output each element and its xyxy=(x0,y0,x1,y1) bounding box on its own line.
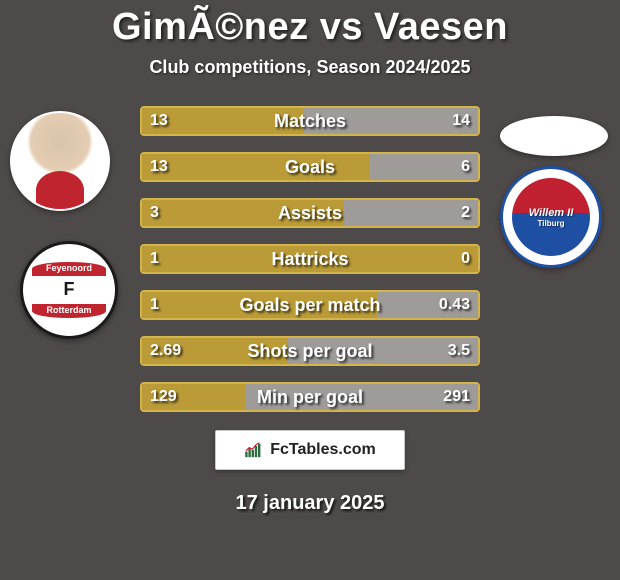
club-left-badge: Feyenoord F Rotterdam xyxy=(20,241,118,339)
stat-value-right: 0 xyxy=(461,244,470,274)
club-left-bot: Rotterdam xyxy=(32,304,106,318)
brand-box[interactable]: FcTables.com xyxy=(215,430,405,470)
stat-value-left: 13 xyxy=(150,152,168,182)
stat-value-right: 0.43 xyxy=(439,290,470,320)
brand-text: FcTables.com xyxy=(270,441,376,459)
stat-value-right: 6 xyxy=(461,152,470,182)
content-area: Feyenoord F Rotterdam Willem II Tilburg … xyxy=(0,106,620,412)
club-left-top: Feyenoord xyxy=(32,262,106,276)
stat-value-left: 13 xyxy=(150,106,168,136)
date-text: 17 january 2025 xyxy=(0,492,620,515)
stat-bar-left xyxy=(142,200,344,226)
stat-row: Hattricks10 xyxy=(140,244,480,274)
chart-icon xyxy=(244,442,264,458)
club-left-f: F xyxy=(64,276,75,304)
club-right-badge: Willem II Tilburg xyxy=(500,166,602,268)
stat-track xyxy=(140,152,480,182)
player-left-avatar xyxy=(10,111,110,211)
page-title: GimÃ©nez vs Vaesen xyxy=(0,6,620,49)
stat-value-right: 3.5 xyxy=(448,336,470,366)
stat-value-right: 2 xyxy=(461,198,470,228)
stat-bar-right xyxy=(344,200,478,226)
stat-value-left: 1 xyxy=(150,290,159,320)
stat-value-left: 3 xyxy=(150,198,159,228)
player-right-avatar xyxy=(500,116,608,156)
stat-value-right: 14 xyxy=(452,106,470,136)
stat-track xyxy=(140,290,480,320)
club-right-name: Willem II xyxy=(529,207,574,219)
stat-value-left: 1 xyxy=(150,244,159,274)
stat-row: Goals per match10.43 xyxy=(140,290,480,320)
stat-value-left: 2.69 xyxy=(150,336,181,366)
stat-track xyxy=(140,382,480,412)
stat-track xyxy=(140,244,480,274)
stat-row: Matches1314 xyxy=(140,106,480,136)
stat-row: Min per goal129291 xyxy=(140,382,480,412)
stat-bar-left xyxy=(142,246,478,272)
subtitle: Club competitions, Season 2024/2025 xyxy=(0,57,620,78)
stat-row: Goals136 xyxy=(140,152,480,182)
club-right-city: Tilburg xyxy=(538,219,565,228)
stat-row: Assists32 xyxy=(140,198,480,228)
stat-bars: Matches1314Goals136Assists32Hattricks10G… xyxy=(140,106,480,412)
stat-bar-left xyxy=(142,292,377,318)
stat-value-right: 291 xyxy=(443,382,470,412)
comparison-card: GimÃ©nez vs Vaesen Club competitions, Se… xyxy=(0,0,620,580)
stat-row: Shots per goal2.693.5 xyxy=(140,336,480,366)
stat-bar-left xyxy=(142,154,370,180)
stat-track xyxy=(140,336,480,366)
stat-track xyxy=(140,106,480,136)
club-right-inner: Willem II Tilburg xyxy=(512,178,591,257)
stat-track xyxy=(140,198,480,228)
stat-value-left: 129 xyxy=(150,382,177,412)
